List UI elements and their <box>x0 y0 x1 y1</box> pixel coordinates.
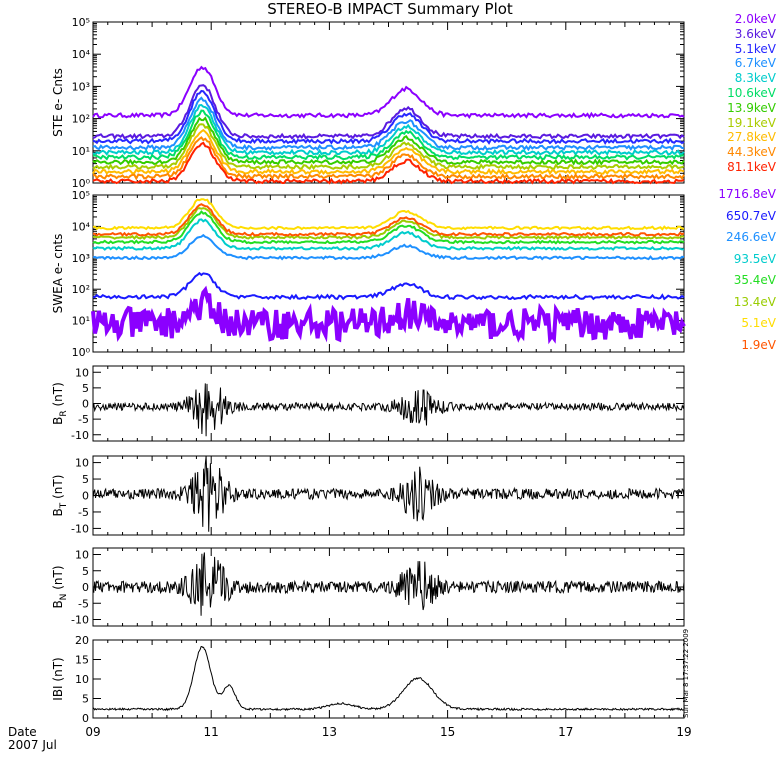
legend-entry: 93.5eV <box>733 251 776 266</box>
series-line <box>92 65 685 120</box>
series-line <box>92 136 685 181</box>
ste-legend: 2.0keV 3.6keV 5.1keV 6.7keV 8.3keV 10.6keV 13.… <box>727 12 776 175</box>
y-tick-label: 10 <box>75 549 89 562</box>
legend-entry: 35.4eV <box>733 273 776 287</box>
series-line <box>93 109 684 161</box>
y-tick-label: 10¹ <box>72 315 90 328</box>
x-tick-label: 17 <box>558 725 573 739</box>
y-axis-label: BN (nT) <box>51 565 69 608</box>
series-line <box>92 128 685 176</box>
panel-ste: 10⁰ 10¹ 10² 10³ 10⁴ 10⁵ STE e- Cnts <box>51 16 685 190</box>
series-line <box>91 285 686 345</box>
legend-entry: 8.3keV <box>734 71 776 86</box>
legend-entry: 27.8keV <box>727 130 776 145</box>
y-tick-label: 10⁵ <box>72 189 90 202</box>
y-tick-label: 0 <box>82 490 89 503</box>
x-tick-label: 13 <box>322 725 337 739</box>
chart-title: STEREO-B IMPACT Summary Plot <box>267 0 513 18</box>
legend-entry: 3.6keV <box>734 26 776 41</box>
y-tick-label: 5 <box>82 473 89 486</box>
series-line <box>92 116 685 166</box>
x-tick-label: 15 <box>440 725 455 739</box>
timestamp: Sun Mar 8 17:37:22 2009 <box>682 628 690 718</box>
y-tick-label: 10³ <box>72 252 90 265</box>
y-axis-label: SWEA e- cnts <box>51 234 65 314</box>
panel-br: -10 -5 0 5 10 BR (nT) <box>51 365 685 442</box>
y-tick-label: -10 <box>71 614 89 627</box>
panel-frame <box>92 365 685 442</box>
legend-entry: 2.0keV <box>734 12 776 26</box>
y-tick-label: 0 <box>82 581 89 594</box>
swea-legend: 1716.8eV 650.7eV 246.6eV 93.5eV 35.4eV 13.4eV… <box>718 184 776 356</box>
y-tick-label: 10¹ <box>72 145 90 158</box>
y-tick-label: 10 <box>75 673 89 686</box>
series-line <box>92 552 685 616</box>
y-axis-label: BR (nT) <box>51 382 69 425</box>
year-month-label: 2007 Jul <box>8 738 57 752</box>
series-line <box>92 218 685 251</box>
x-tick-label: 11 <box>204 725 219 739</box>
series-line <box>92 233 685 261</box>
panel-swea: 10⁰ 10¹ 10² 10³ 10⁴ 10⁵ SWEA e- cnts <box>51 189 686 359</box>
x-tick-label: 09 <box>85 725 100 739</box>
y-tick-label: 10⁴ <box>72 220 91 233</box>
y-tick-label: 0 <box>82 712 89 725</box>
panel-bn: -10 -5 0 5 10 BN (nT) <box>51 547 685 627</box>
panel-bt: -10 -5 0 5 10 BT (nT) <box>51 455 685 536</box>
y-axis-label: IBI (nT) <box>51 657 65 700</box>
y-tick-label: 10 <box>75 366 89 379</box>
legend-entry: 13.4eV <box>733 294 776 309</box>
panel-bmag: 0 5 10 15 20 IBI (nT) <box>51 634 685 725</box>
series-line <box>92 123 685 171</box>
y-tick-label: 10⁰ <box>72 346 91 359</box>
y-tick-label: 10⁵ <box>72 16 90 29</box>
series-line <box>92 271 685 301</box>
y-tick-label: -5 <box>78 597 89 610</box>
legend-entry: 5.1eV <box>741 316 776 330</box>
y-tick-label: 5 <box>82 693 89 706</box>
y-tick-label: 15 <box>75 654 89 667</box>
y-axis-label: STE e- Cnts <box>51 68 65 137</box>
y-axis-label: BT (nT) <box>51 475 69 517</box>
y-tick-label: 10⁰ <box>72 177 91 190</box>
y-tick-label: -5 <box>78 413 89 426</box>
legend-entry: 81.1keV <box>727 159 776 174</box>
y-tick-label: 10⁴ <box>72 48 91 61</box>
y-tick-label: 20 <box>75 634 89 647</box>
y-tick-label: 5 <box>82 382 89 395</box>
series-line <box>92 203 685 237</box>
y-tick-label: -5 <box>78 506 89 519</box>
series-line <box>92 383 685 437</box>
series-line <box>92 141 685 185</box>
series-line <box>92 645 685 712</box>
y-tick-label: 10³ <box>72 80 90 93</box>
legend-entry: 6.7keV <box>734 56 776 71</box>
legend-entry: 5.1keV <box>734 41 776 56</box>
y-tick-label: 0 <box>82 398 89 411</box>
legend-entry: 44.3keV <box>727 145 776 160</box>
y-tick-label: -10 <box>71 429 89 442</box>
series-line <box>92 207 685 241</box>
y-tick-label: 5 <box>82 565 89 578</box>
y-tick-label: 10² <box>72 283 90 296</box>
series-line <box>92 103 685 157</box>
legend-entry: 13.9keV <box>727 100 776 115</box>
legend-entry: 1.9eV <box>741 337 776 352</box>
legend-entry: 10.6keV <box>727 85 776 100</box>
date-label: Date <box>8 725 37 739</box>
legend-entry: 650.7eV <box>726 208 776 223</box>
x-tick-label: 19 <box>676 725 691 739</box>
legend-entry: 1716.8eV <box>718 187 776 201</box>
series-line <box>92 89 685 146</box>
series-line <box>92 456 685 532</box>
legend-entry: 246.6eV <box>726 230 776 244</box>
series-line <box>92 84 685 141</box>
series-line <box>92 198 685 231</box>
y-tick-label: 10 <box>75 457 89 470</box>
y-tick-label: 10² <box>72 113 90 126</box>
legend-entry: 19.1keV <box>727 115 776 130</box>
series-line <box>92 210 685 245</box>
y-tick-label: -10 <box>71 522 89 535</box>
